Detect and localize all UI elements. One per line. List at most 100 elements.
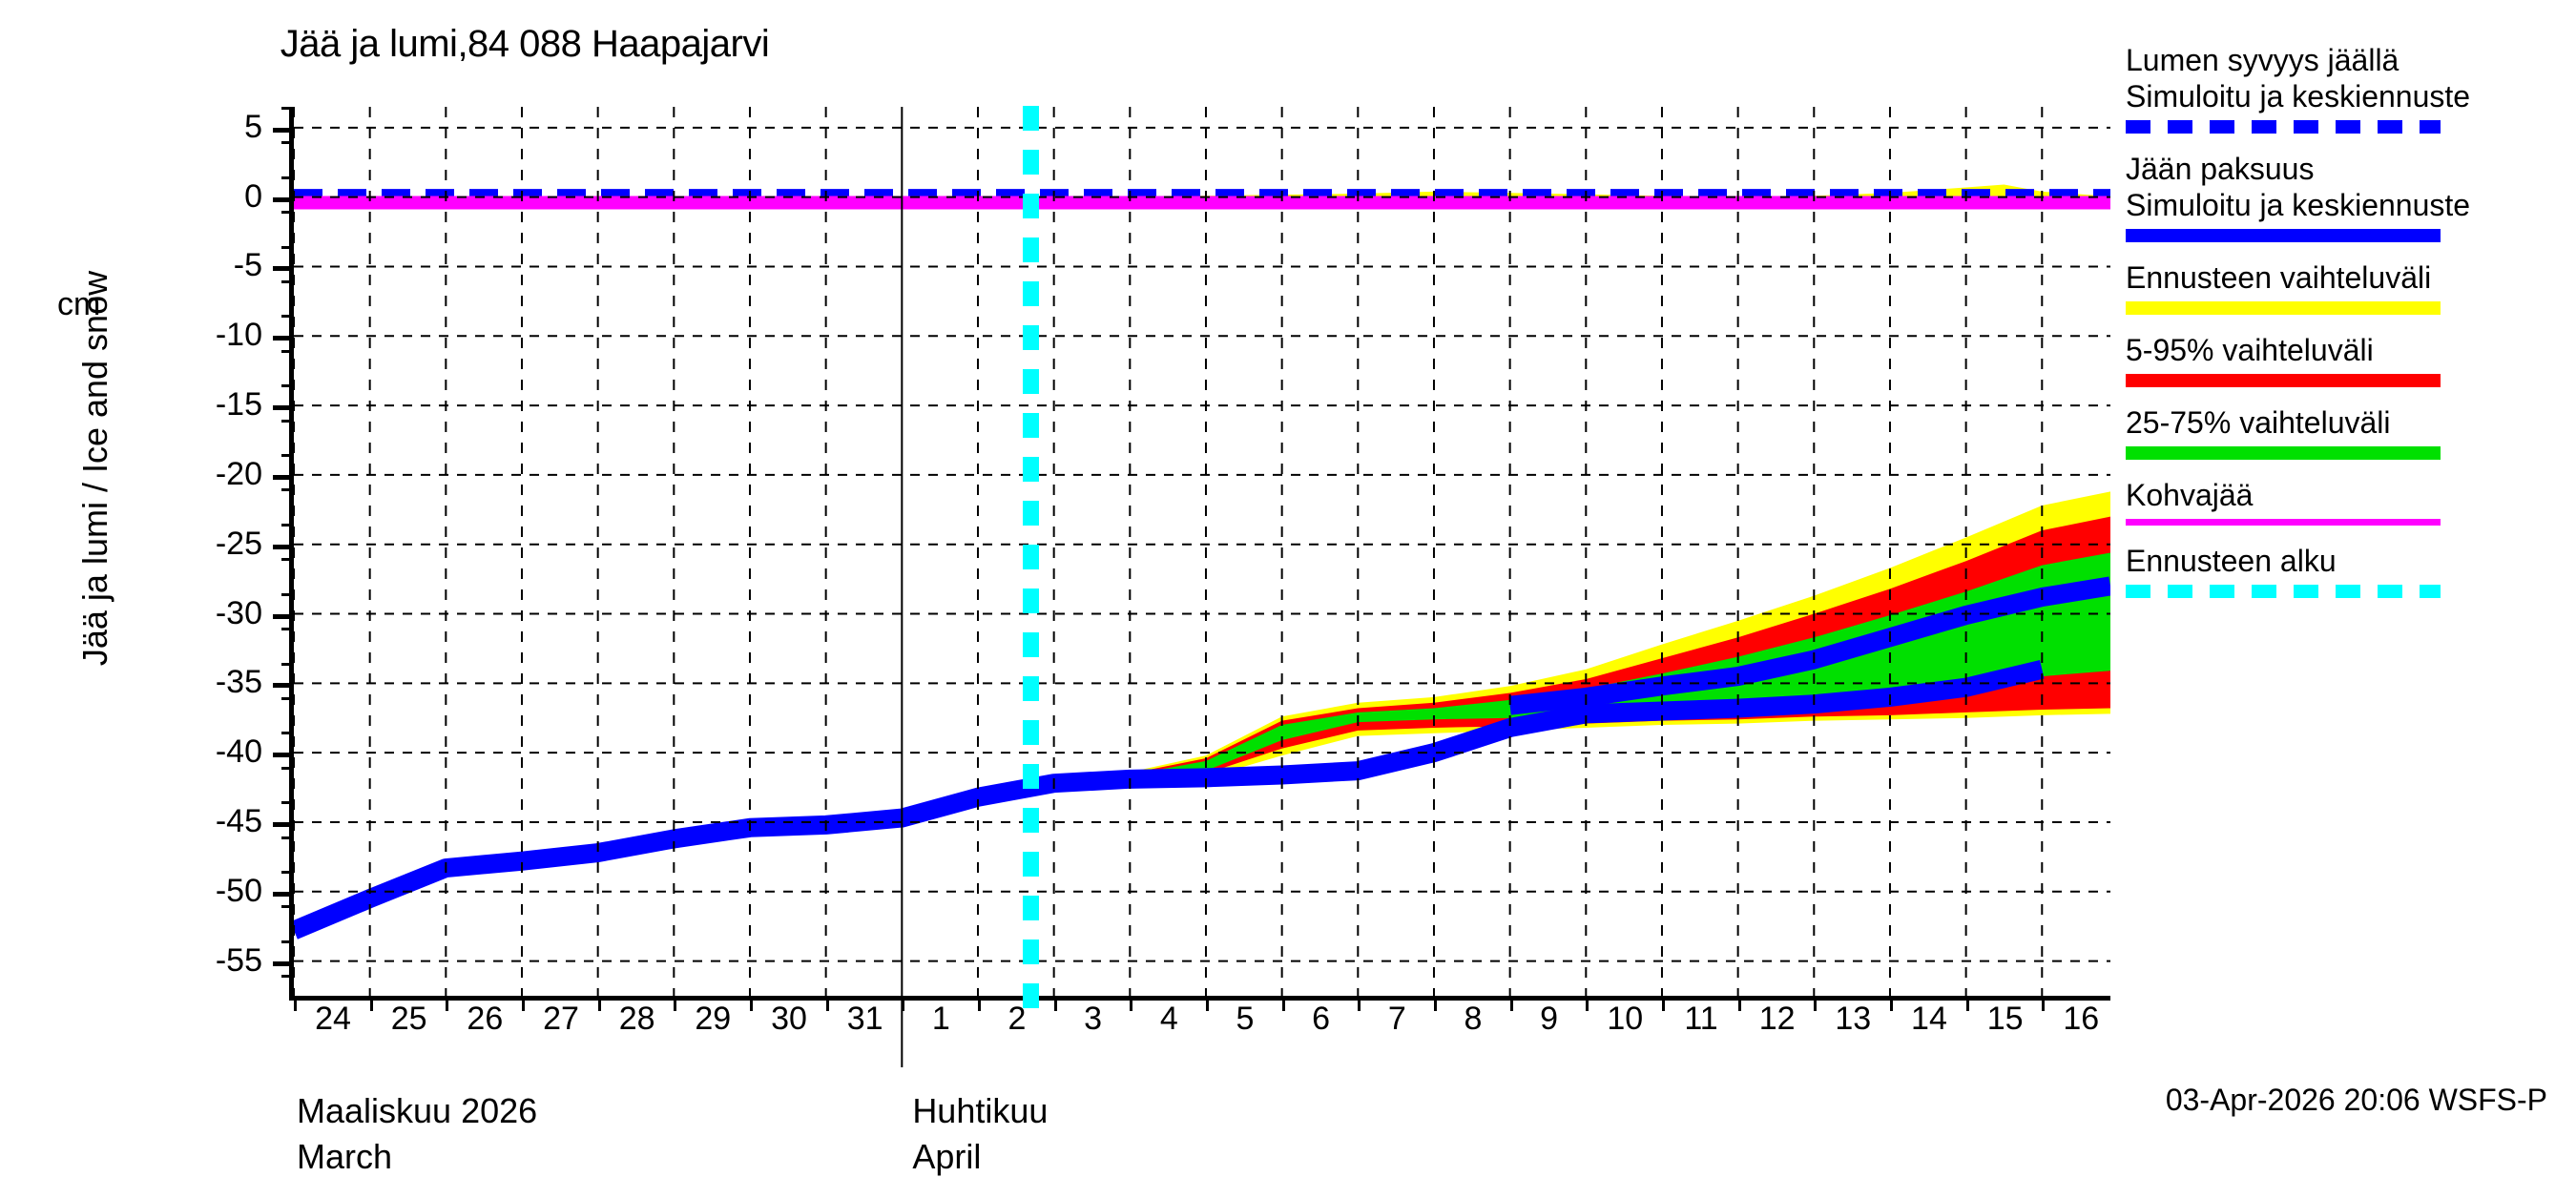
x-tick	[1586, 996, 1589, 1011]
x-axis-tick-label: 26	[467, 1001, 504, 1037]
chart-canvas	[294, 184, 2110, 940]
y-axis-tick-label: -10	[215, 317, 262, 354]
y-axis-tick-label: -55	[215, 941, 262, 979]
x-tick	[1053, 996, 1057, 1011]
chart-root: Jää ja lumi,84 088 Haapajarvi cm Jää ja …	[57, 23, 2574, 1176]
y-tick-minor	[281, 558, 294, 562]
y-tick-minor	[281, 280, 294, 284]
y-axis-title: Jää ja lumi / Ice and snow	[75, 270, 114, 667]
legend-item-subtitle: Simuloitu ja keskiennuste	[2126, 188, 2471, 222]
month-label-fi-april: Huhtikuu	[912, 1091, 1049, 1130]
y-tick-minor	[281, 766, 294, 770]
legend-swatch	[2126, 229, 2441, 242]
x-tick	[1509, 996, 1513, 1011]
y-tick-minor	[281, 801, 294, 805]
x-axis-tick-label: 3	[1084, 1001, 1103, 1037]
y-tick-minor	[281, 696, 294, 700]
x-tick	[1737, 996, 1741, 1011]
forecast-start-line	[1022, 106, 1039, 1018]
y-tick-minor	[281, 488, 294, 492]
y-tick-minor	[281, 905, 294, 909]
x-axis-tick-label: 8	[1464, 1001, 1483, 1037]
x-tick	[1130, 996, 1133, 1011]
y-tick-minor	[281, 315, 294, 319]
y-axis-tick-label: 5	[244, 108, 262, 145]
legend-item: Kohvajää	[2126, 477, 2574, 526]
x-tick	[749, 996, 753, 1011]
y-tick-major	[273, 474, 294, 480]
y-axis-tick-label: -45	[215, 802, 262, 839]
legend-swatch	[2126, 301, 2441, 315]
month-label-fi-march: Maaliskuu 2026	[297, 1091, 538, 1130]
y-axis-tick-label: -35	[215, 664, 262, 701]
y-tick-major	[273, 821, 294, 827]
legend-item-title: Kohvajää	[2126, 478, 2254, 512]
y-tick-minor	[281, 107, 294, 110]
x-axis-tick-label: 2	[1008, 1001, 1027, 1037]
legend-item-title: Jään paksuus	[2126, 152, 2315, 186]
y-axis-unit: cm	[57, 286, 101, 322]
legend-swatch	[2126, 120, 2441, 134]
x-tick	[1965, 996, 1969, 1011]
legend-item: Lumen syvyys jäällä Simuloitu ja keskienn…	[2126, 42, 2574, 134]
y-tick-minor	[281, 384, 294, 388]
y-tick-major	[273, 336, 294, 341]
legend-item: Ennusteen vaihteluväli	[2126, 259, 2574, 315]
x-tick	[1281, 996, 1285, 1011]
y-tick-minor	[281, 662, 294, 666]
x-axis-tick-label: 31	[846, 1001, 883, 1037]
y-axis-tick-label: -15	[215, 386, 262, 423]
legend-item: Ennusteen alku	[2126, 543, 2574, 598]
legend-item-title: 25-75% vaihteluväli	[2126, 405, 2391, 440]
month-label-en-april: April	[912, 1137, 982, 1176]
y-axis-tick-label: 0	[244, 177, 262, 215]
x-axis-tick-label: 27	[543, 1001, 579, 1037]
x-axis-tick-label: 13	[1835, 1001, 1872, 1037]
y-tick-minor	[281, 211, 294, 215]
y-axis-tick-label: -20	[215, 455, 262, 492]
x-tick	[294, 996, 297, 1011]
x-axis-tick-label: 28	[618, 1001, 655, 1037]
x-tick	[674, 996, 677, 1011]
x-tick	[825, 996, 829, 1011]
x-tick	[2042, 996, 2046, 1011]
y-tick-major	[273, 683, 294, 689]
x-axis-tick-label: 6	[1312, 1001, 1331, 1037]
y-tick-major	[273, 960, 294, 966]
x-axis-tick-label: 25	[390, 1001, 427, 1037]
y-tick-major	[273, 196, 294, 202]
x-tick	[977, 996, 981, 1011]
month-label-en-march: March	[297, 1137, 393, 1176]
x-axis-tick-label: 1	[931, 1001, 950, 1037]
legend-item: Jään paksuus Simuloitu ja keskiennuste	[2126, 151, 2574, 242]
legend-item-title: Lumen syvyys jäällä	[2126, 43, 2399, 77]
x-tick	[1889, 996, 1893, 1011]
x-axis-tick-label: 16	[2063, 1001, 2100, 1037]
y-tick-minor	[281, 870, 294, 874]
legend-item-subtitle: Simuloitu ja keskiennuste	[2126, 79, 2471, 114]
y-tick-major	[273, 544, 294, 549]
x-axis-tick-label: 7	[1387, 1001, 1406, 1037]
y-tick-minor	[281, 419, 294, 423]
x-axis-tick-label: 29	[695, 1001, 732, 1037]
footer-timestamp: 03-Apr-2026 20:06 WSFS-P	[2165, 1083, 2547, 1117]
y-axis-tick-label: -25	[215, 525, 262, 562]
plot-area	[273, 107, 2110, 1067]
legend-item-title: Ennusteen alku	[2126, 544, 2337, 578]
chart-title: Jää ja lumi,84 088 Haapajarvi	[280, 23, 770, 65]
x-tick	[902, 996, 905, 1011]
y-tick-minor	[281, 349, 294, 353]
x-axis-tick-label: 4	[1159, 1001, 1178, 1037]
x-tick	[1205, 996, 1209, 1011]
y-tick-major	[273, 753, 294, 758]
x-tick	[597, 996, 601, 1011]
y-tick-major	[273, 127, 294, 133]
y-tick-major	[273, 266, 294, 272]
x-tick	[369, 996, 373, 1011]
legend-item: 5-95% vaihteluväli	[2126, 332, 2574, 387]
x-axis-tick-label: 12	[1758, 1001, 1796, 1037]
y-tick-minor	[281, 628, 294, 631]
x-axis-tick-label: 30	[771, 1001, 807, 1037]
x-axis-tick-label: 14	[1911, 1001, 1947, 1037]
x-tick	[1358, 996, 1361, 1011]
